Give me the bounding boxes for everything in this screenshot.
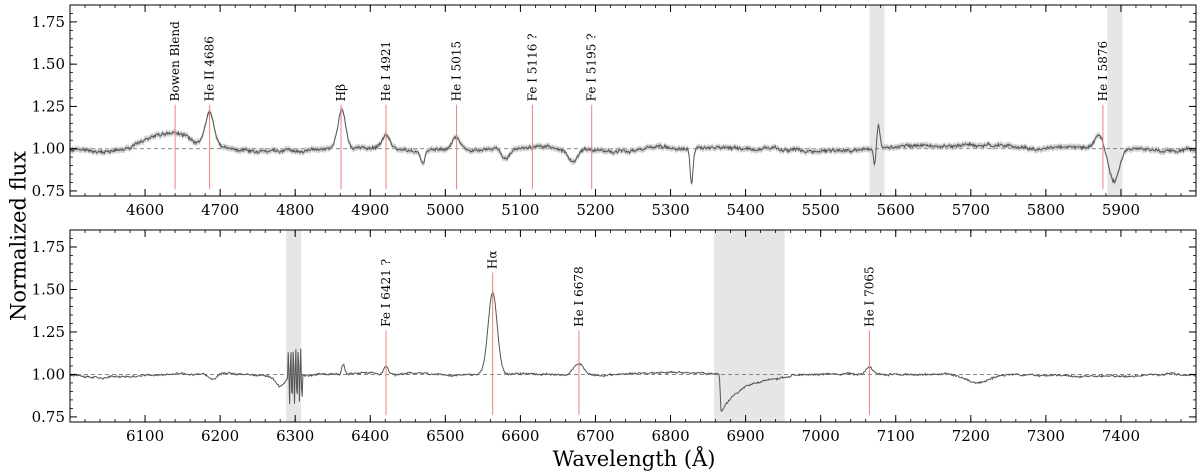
spectrum-line	[70, 291, 1196, 412]
x-tick-label: 6600	[501, 427, 539, 445]
x-tick-label: 4900	[351, 201, 389, 219]
y-tick-label: 1.25	[32, 323, 65, 341]
x-tick-label: 7400	[1102, 427, 1140, 445]
x-tick-label: 5600	[877, 201, 915, 219]
line-label: He I 6678	[572, 266, 586, 326]
line-label: He I 4921	[379, 41, 393, 101]
plot-frame	[69, 4, 1197, 197]
x-tick-label: 6200	[201, 427, 239, 445]
x-tick-label: 7300	[1027, 427, 1065, 445]
masked-region	[869, 5, 885, 196]
line-label: Hβ	[334, 84, 348, 101]
x-tick-label: 6300	[276, 427, 314, 445]
y-tick-label: 1.75	[32, 13, 65, 31]
panel-top: Bowen Blend He II 4686 Hβ He I 4921 He I 501…	[32, 4, 1197, 219]
x-tick-label: 4700	[201, 201, 239, 219]
line-label: Hα	[486, 251, 500, 270]
x-tick-label: 5500	[802, 201, 840, 219]
y-axis-title: Normalized flux	[7, 151, 31, 321]
x-tick-label: 7200	[952, 427, 990, 445]
y-tick-label: 1.50	[32, 55, 65, 73]
masked-region	[1107, 5, 1123, 196]
x-tick-label: 6900	[727, 427, 765, 445]
x-tick-label: 5000	[426, 201, 464, 219]
line-label: Fe I 5116 ?	[525, 33, 539, 101]
x-axis-title: Wavelength (Å)	[553, 446, 716, 471]
x-tick-label: 6500	[426, 427, 464, 445]
x-tick-label: 4600	[126, 201, 164, 219]
x-tick-label: 6100	[126, 427, 164, 445]
line-label: He I 5876	[1096, 41, 1110, 101]
masked-region	[714, 230, 785, 422]
y-tick-label: 1.00	[32, 365, 65, 383]
y-tick-label: 0.75	[32, 408, 65, 426]
line-label: He I 5015	[450, 41, 464, 101]
x-tick-label: 5400	[727, 201, 765, 219]
line-label: He II 4686	[203, 36, 217, 101]
panel-bottom: Fe I 6421 ? Hα He I 6678 He I 7065 6100 6200 6…	[32, 229, 1197, 445]
x-tick-label: 6800	[651, 427, 689, 445]
y-tick-label: 0.75	[32, 182, 65, 200]
spectrum-plot-area	[70, 291, 1196, 412]
x-tick-label: 5100	[501, 201, 539, 219]
y-tick-label: 1.25	[32, 97, 65, 115]
x-tick-label: 7000	[802, 427, 840, 445]
line-label: He I 7065	[862, 266, 876, 326]
x-tick-label: 4800	[276, 201, 314, 219]
x-tick-label: 5200	[576, 201, 614, 219]
svg-text:Normalized flux: Normalized flux	[7, 151, 31, 321]
line-label: Fe I 5195 ?	[585, 33, 599, 101]
spectrum-line	[70, 109, 1196, 185]
spectrum-plot-area	[70, 106, 1196, 187]
plot-frame	[69, 229, 1197, 423]
x-tick-label: 6400	[351, 427, 389, 445]
x-tick-label: 7100	[877, 427, 915, 445]
x-tick-label: 5800	[1027, 201, 1065, 219]
y-tick-label: 1.75	[32, 238, 65, 256]
line-label: Fe I 6421 ?	[379, 259, 393, 327]
x-tick-label: 5300	[651, 201, 689, 219]
error-band	[70, 106, 1196, 187]
y-tick-label: 1.00	[32, 140, 65, 158]
x-tick-label: 5700	[952, 201, 990, 219]
line-label: Bowen Blend	[168, 21, 182, 101]
x-tick-label: 5900	[1102, 201, 1140, 219]
y-tick-label: 1.50	[32, 280, 65, 298]
x-tick-label: 6700	[576, 427, 614, 445]
